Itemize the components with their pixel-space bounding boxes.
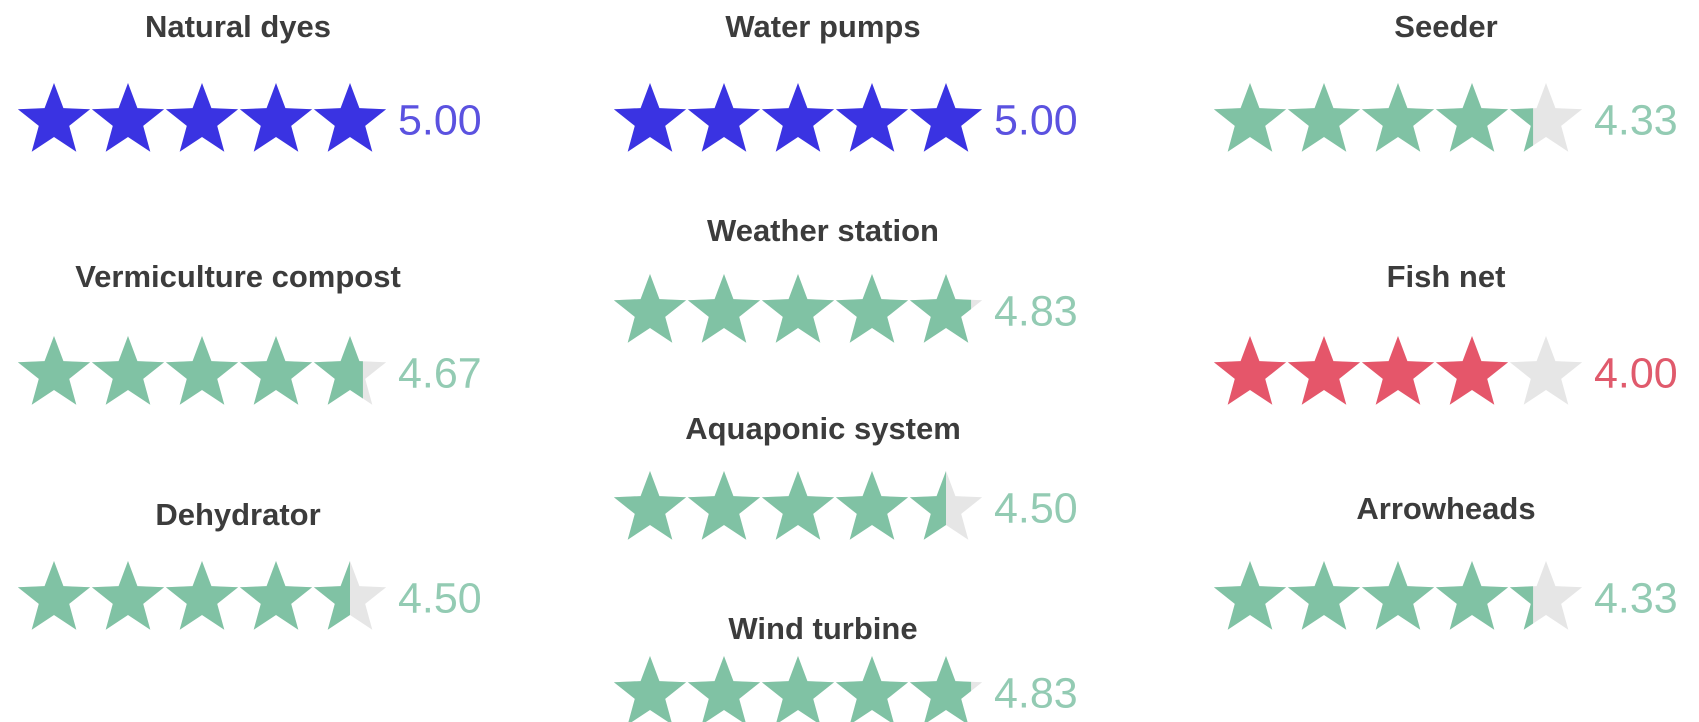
star-filled	[687, 471, 761, 540]
item-name: Arrowheads	[1356, 491, 1535, 526]
star-empty	[1509, 83, 1583, 152]
rating-value: 4.83	[994, 287, 1078, 335]
star-rating	[613, 83, 983, 152]
star-filled	[1213, 83, 1287, 152]
item-name: Fish net	[1387, 259, 1506, 294]
item-name: Weather station	[707, 213, 939, 248]
star-filled	[1287, 336, 1361, 405]
star-filled	[1361, 83, 1435, 152]
star-filled	[1213, 561, 1287, 630]
star-filled	[17, 336, 91, 405]
star-filled	[909, 656, 972, 722]
star-rating	[1213, 336, 1583, 405]
star-filled	[239, 336, 313, 405]
star-filled	[239, 561, 313, 630]
star-filled	[761, 83, 835, 152]
star-filled	[687, 656, 761, 722]
star-filled	[1509, 108, 1534, 152]
star-rating	[613, 471, 983, 540]
star-filled	[313, 83, 387, 152]
rating-value: 4.33	[1594, 96, 1678, 144]
star-empty	[1509, 336, 1583, 405]
star-filled	[835, 274, 909, 343]
star-filled	[613, 83, 687, 152]
star-empty	[1509, 561, 1583, 630]
star-rating	[1213, 83, 1583, 152]
star-rating	[613, 656, 983, 722]
star-filled	[91, 83, 165, 152]
star-filled	[835, 83, 909, 152]
star-filled	[761, 471, 835, 540]
star-filled	[1287, 561, 1361, 630]
star-filled	[613, 656, 687, 722]
item-name: Aquaponic system	[685, 411, 961, 446]
item-name: Natural dyes	[145, 9, 331, 44]
star-filled	[835, 471, 909, 540]
star-filled	[1213, 336, 1287, 405]
star-filled	[909, 83, 983, 152]
item-name: Water pumps	[725, 9, 920, 44]
star-filled	[91, 561, 165, 630]
star-rating	[613, 274, 983, 343]
rating-value: 4.83	[994, 669, 1078, 717]
star-filled	[687, 274, 761, 343]
star-filled	[909, 274, 972, 343]
star-filled	[91, 336, 165, 405]
rating-value: 4.50	[398, 574, 482, 622]
item-name: Dehydrator	[155, 497, 320, 532]
star-rating	[17, 83, 387, 152]
star-filled	[687, 83, 761, 152]
star-filled	[165, 83, 239, 152]
item-name: Seeder	[1394, 9, 1497, 44]
star-filled	[1287, 83, 1361, 152]
rating-value: 4.67	[398, 349, 482, 397]
star-filled	[613, 274, 687, 343]
star-filled	[1361, 561, 1435, 630]
star-filled	[1509, 586, 1534, 630]
star-rating	[1213, 561, 1583, 630]
star-filled	[1435, 83, 1509, 152]
star-filled	[165, 336, 239, 405]
star-filled	[17, 83, 91, 152]
star-filled	[909, 471, 946, 540]
star-filled	[313, 336, 363, 405]
star-filled	[761, 656, 835, 722]
rating-value: 4.50	[994, 484, 1078, 532]
star-filled	[313, 561, 350, 630]
item-name: Wind turbine	[728, 611, 917, 646]
star-rating	[17, 336, 387, 405]
star-filled	[835, 656, 909, 722]
rating-value: 5.00	[994, 96, 1078, 144]
star-filled	[1361, 336, 1435, 405]
star-filled	[239, 83, 313, 152]
star-filled	[613, 471, 687, 540]
star-filled	[165, 561, 239, 630]
star-rating	[17, 561, 387, 630]
rating-value: 4.33	[1594, 574, 1678, 622]
star-filled	[761, 274, 835, 343]
star-filled	[1435, 336, 1509, 405]
rating-value: 5.00	[398, 96, 482, 144]
star-filled	[1435, 561, 1509, 630]
rating-value: 4.00	[1594, 349, 1678, 397]
star-filled	[17, 561, 91, 630]
item-name: Vermiculture compost	[75, 259, 401, 294]
